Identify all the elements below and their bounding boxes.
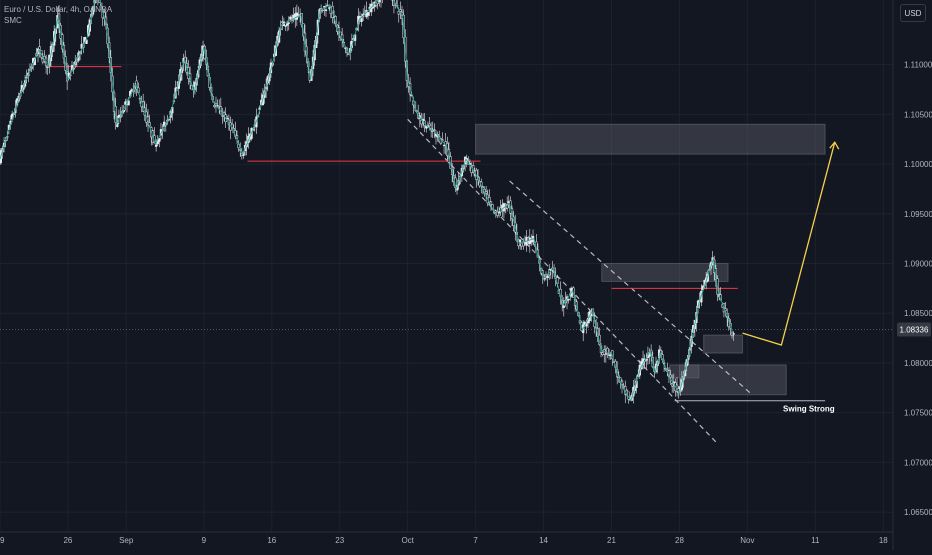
candle-body <box>398 11 400 14</box>
candle-body <box>155 145 157 147</box>
candle-body <box>359 16 361 17</box>
current-price-label: 1.08336 <box>900 326 929 335</box>
chart-legend: Euro / U.S. Dollar, 4h, OANDA SMC <box>4 4 112 26</box>
candle-body <box>367 12 369 15</box>
candle-body <box>547 276 549 278</box>
candle-body <box>372 7 374 8</box>
x-tick-label: 28 <box>675 536 684 545</box>
currency-button[interactable]: USD <box>900 4 926 22</box>
candle-body <box>733 333 735 334</box>
candle-body <box>563 306 565 308</box>
x-tick-label: 16 <box>267 536 276 545</box>
candle-body <box>485 191 487 193</box>
y-tick-label: 1.10000 <box>904 160 932 169</box>
candle-body <box>289 17 291 19</box>
candle-body <box>568 299 570 300</box>
y-tick-label: 1.06500 <box>904 508 932 517</box>
candle-body <box>288 23 290 24</box>
candle-body <box>39 47 41 50</box>
order-block-zone <box>476 124 825 154</box>
x-tick-label: 7 <box>473 536 478 545</box>
y-tick-label: 1.09000 <box>904 260 932 269</box>
candle-body <box>433 130 435 131</box>
x-tick-label: Oct <box>401 536 414 545</box>
candle-body <box>322 10 324 11</box>
indicator-name: SMC <box>4 15 112 26</box>
y-tick-label: 1.07500 <box>904 409 932 418</box>
y-tick-label: 1.07000 <box>904 458 932 467</box>
y-tick-label: 1.11000 <box>904 61 932 70</box>
symbol-title: Euro / U.S. Dollar, 4h, OANDA <box>4 4 112 15</box>
y-tick-label: 1.08000 <box>904 359 932 368</box>
x-tick-label: 19 <box>0 536 5 545</box>
y-tick-label: 1.08500 <box>904 309 932 318</box>
candle-body <box>285 26 287 27</box>
x-tick-label: 21 <box>607 536 616 545</box>
candle-body <box>519 240 521 242</box>
x-tick-label: 23 <box>335 536 344 545</box>
x-tick-label: 18 <box>879 536 888 545</box>
x-tick-label: Sep <box>119 536 134 545</box>
candle-body <box>158 139 160 142</box>
x-tick-label: 11 <box>811 536 820 545</box>
order-block-zone <box>704 335 743 353</box>
candle-body <box>607 348 609 353</box>
x-tick-label: Nov <box>740 536 754 545</box>
swing-strong-label: Swing Strong <box>783 405 835 414</box>
y-tick-label: 1.09500 <box>904 210 932 219</box>
candle-body <box>286 24 288 26</box>
x-tick-label: 9 <box>202 536 207 545</box>
candle-body <box>325 10 327 11</box>
candle-body <box>605 354 607 355</box>
candle-body <box>429 124 431 126</box>
x-tick-label: 14 <box>539 536 548 545</box>
x-tick-label: 26 <box>63 536 72 545</box>
y-tick-label: 1.10500 <box>904 110 932 119</box>
candle-body <box>670 375 672 377</box>
